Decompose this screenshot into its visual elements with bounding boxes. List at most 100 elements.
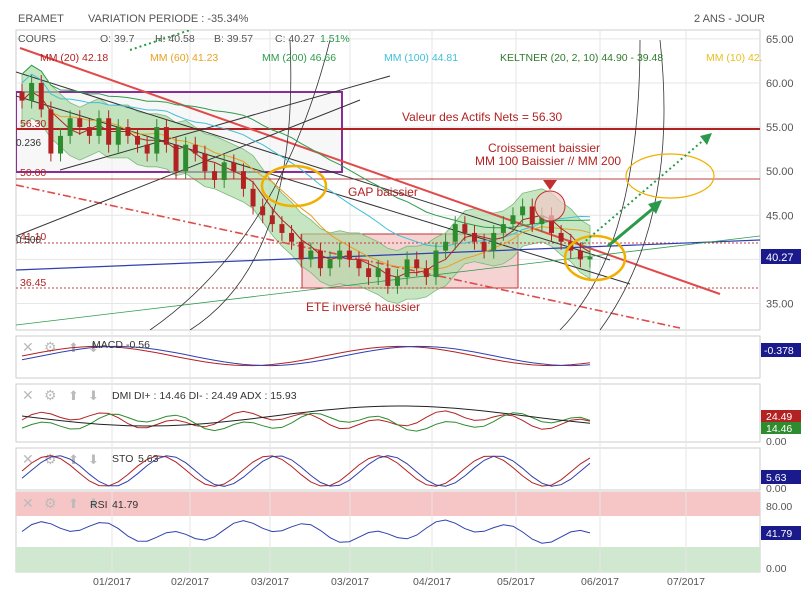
candle-body: [67, 118, 73, 136]
price-tick-label: 55.00: [766, 122, 794, 134]
breakout-circle: [563, 234, 627, 282]
price-tick-label: 45.00: [766, 210, 794, 222]
candle-body: [260, 206, 266, 216]
sto-tag: 5.63: [766, 472, 787, 484]
candle-body: [77, 118, 83, 128]
candle-body: [558, 232, 564, 242]
candle-body: [19, 91, 25, 101]
macd-signal-line: [21, 345, 591, 367]
legend-mm20: MM (20) 42.18: [40, 52, 108, 64]
dmi-label: DMI: [112, 390, 131, 402]
rsi-overbought-zone: [16, 492, 760, 516]
green-dotted-top-line: [129, 30, 191, 51]
close-icon[interactable]: ✕: [22, 339, 34, 355]
legend-mm60: MM (60) 41.23: [150, 52, 218, 64]
dmi-minus-line: [21, 410, 591, 430]
cross-annotation-line1: Croissement baissier: [488, 141, 600, 155]
green-arrow-head-icon: [648, 200, 662, 214]
candle-body: [366, 268, 372, 278]
arc-1: [149, 39, 331, 330]
candle-body: [491, 232, 497, 251]
legend-open: O: 39.7: [100, 33, 135, 45]
symbol-title: ERAMET: [18, 13, 64, 25]
level-5630-label: 56.30: [20, 118, 46, 130]
candle-body: [520, 206, 526, 216]
price-tick-label: 50.00: [766, 166, 794, 178]
gear-icon[interactable]: ⚙: [44, 495, 57, 511]
level-4110-label: 41.10: [20, 231, 46, 243]
candle-body: [125, 127, 131, 136]
sto-tag-bg: [761, 470, 801, 484]
time-tick-label: 03/2017: [331, 576, 369, 588]
arrow-down-icon[interactable]: ⬇: [88, 452, 99, 467]
arc-3: [559, 39, 641, 330]
candle-body: [231, 162, 237, 172]
gear-icon[interactable]: ⚙: [44, 339, 57, 355]
candle-body: [337, 250, 343, 260]
candle-body: [212, 171, 218, 180]
arrow-down-icon[interactable]: ⬇: [88, 388, 99, 403]
arrow-up-icon[interactable]: ⬆: [68, 496, 79, 511]
candle-body: [394, 277, 400, 286]
candle-body: [86, 127, 92, 136]
candle-body: [58, 135, 64, 154]
candle-body: [539, 215, 545, 225]
close-icon[interactable]: ✕: [22, 387, 34, 403]
candle-body: [385, 268, 391, 286]
candle-body: [192, 144, 198, 154]
time-tick-label: 02/2017: [171, 576, 209, 588]
target-circle: [625, 153, 715, 199]
variation-periode: VARIATION PERIODE : -35.34%: [88, 13, 249, 25]
green-arrow-line: [607, 204, 657, 248]
price-tick-label: 35.00: [766, 299, 794, 311]
rsi-axis-bottom: 0.00: [766, 563, 787, 575]
dmi-tag2-bg: [761, 422, 801, 434]
candle-body: [48, 109, 54, 154]
candle-body: [298, 241, 304, 260]
candle-body: [577, 250, 583, 260]
indicator-toolbars: ✕ ⚙ ⬆ ⬇✕ ⚙ ⬆ ⬇✕ ⚙ ⬆ ⬇✕ ⚙ ⬆ ⬇: [22, 339, 99, 511]
macd-label: MACD: [92, 339, 123, 351]
candle-body: [38, 82, 44, 110]
blue-trend-line: [16, 239, 760, 271]
sto-k-line: [21, 455, 591, 487]
candle-body: [240, 171, 246, 189]
candle-body: [587, 257, 593, 260]
time-tick-label: 03/2017: [251, 576, 289, 588]
arrow-down-icon[interactable]: ⬇: [88, 496, 99, 511]
macd-panel: [15, 335, 761, 379]
candle-body: [346, 250, 352, 260]
candle-body: [327, 259, 333, 269]
period-selector[interactable]: 2 ANS - JOUR: [694, 13, 765, 25]
sto-d-line: [21, 455, 591, 487]
cross-circle: [534, 190, 566, 222]
candle-body: [144, 144, 150, 154]
macd-value: -0.56: [126, 339, 150, 351]
candle-body: [135, 135, 141, 145]
time-tick-label: 07/2017: [667, 576, 705, 588]
rsi-axis-top: 80.00: [766, 501, 792, 513]
rsi-value: 41.79: [112, 499, 138, 511]
adx-line: [21, 405, 591, 427]
gear-icon[interactable]: ⚙: [44, 451, 57, 467]
arrow-up-icon[interactable]: ⬆: [68, 452, 79, 467]
dmi-axis: 0.00: [766, 436, 787, 448]
candle-body: [250, 188, 256, 207]
price-tag: 40.27: [766, 252, 794, 264]
dmi-tag1: 24.49: [766, 411, 792, 423]
arrow-up-icon[interactable]: ⬆: [68, 388, 79, 403]
candle-body: [510, 215, 516, 225]
time-tick-label: 06/2017: [581, 576, 619, 588]
candle-body: [289, 232, 295, 242]
close-icon[interactable]: ✕: [22, 495, 34, 511]
time-tick-label: 01/2017: [93, 576, 131, 588]
candle-body: [500, 224, 506, 233]
gap-annotation: GAP baissier: [348, 185, 418, 199]
level-5000-label: 50.00: [20, 167, 46, 179]
candle-body: [269, 215, 275, 225]
rsi-tag: 41.79: [766, 528, 792, 540]
gear-icon[interactable]: ⚙: [44, 387, 57, 403]
close-icon[interactable]: ✕: [22, 451, 34, 467]
